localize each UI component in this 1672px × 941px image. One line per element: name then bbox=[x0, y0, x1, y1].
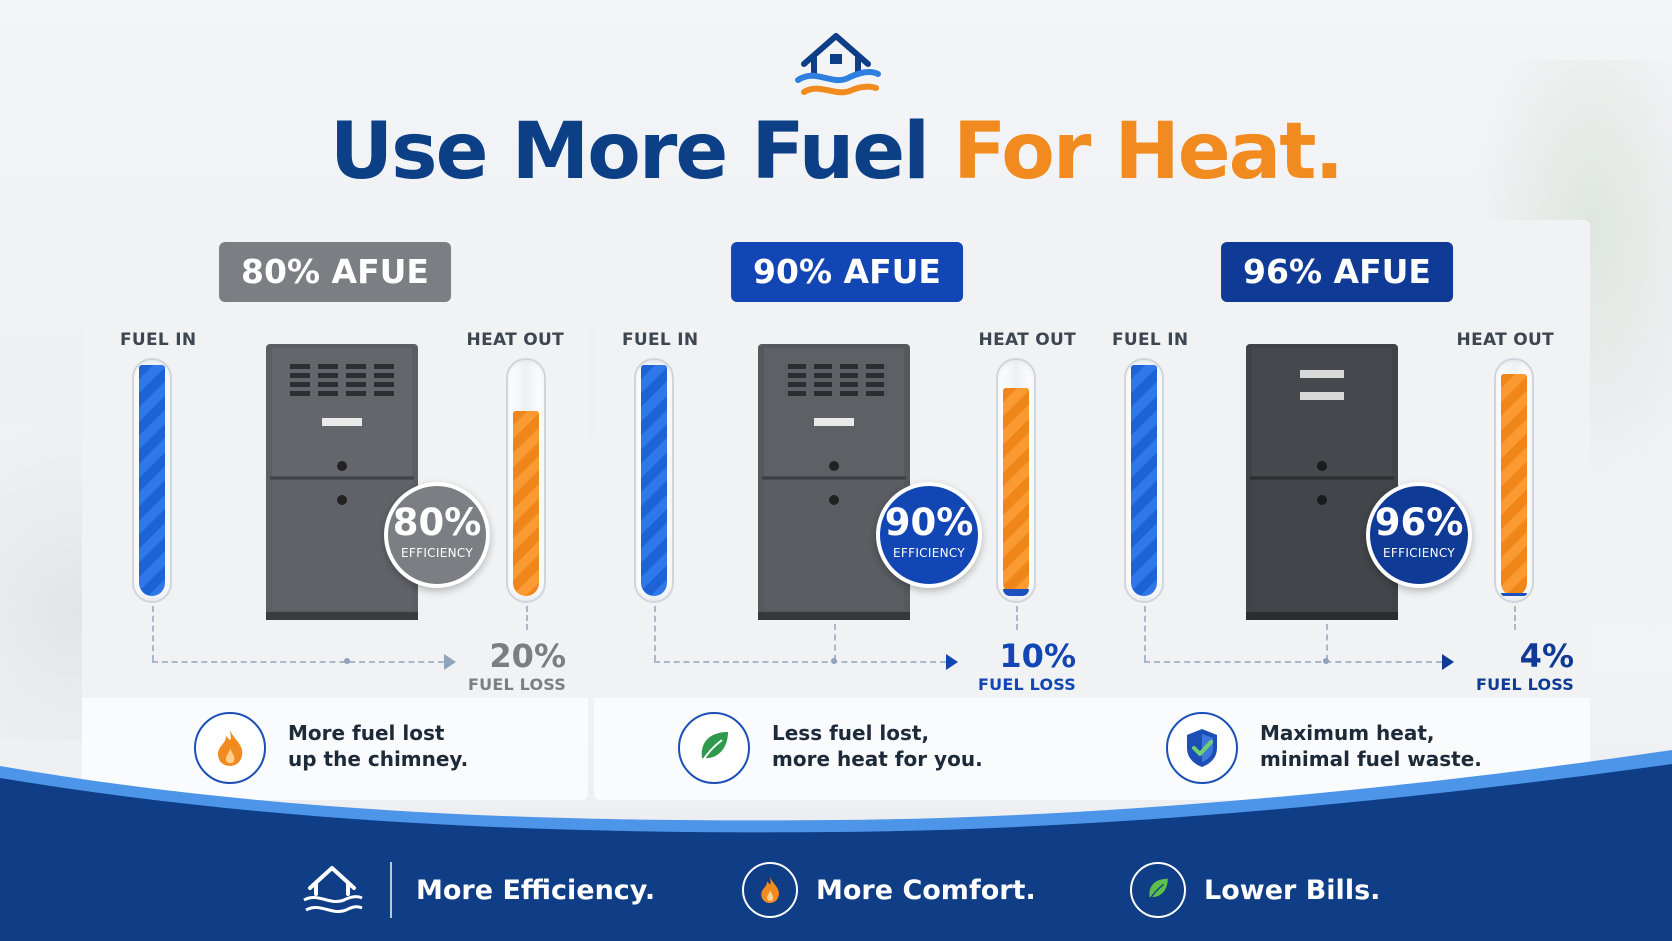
efficiency-badge: 90% EFFICIENCY bbox=[876, 482, 982, 588]
efficiency-badge: 96% EFFICIENCY bbox=[1366, 482, 1472, 588]
heat-loss-segment bbox=[1003, 589, 1029, 596]
heat-out-fill bbox=[1501, 374, 1527, 596]
title-part-orange: For Heat. bbox=[953, 107, 1344, 197]
heat-out-fill bbox=[513, 411, 539, 596]
arrow-right-icon bbox=[946, 654, 958, 670]
furnace-image bbox=[758, 344, 910, 620]
fuel-loss-value: 20% bbox=[489, 637, 566, 675]
efficiency-value: 90% bbox=[884, 501, 974, 544]
heat-out-label: HEAT OUT bbox=[978, 330, 1076, 350]
fuel-loss-value: 4% bbox=[1519, 637, 1574, 675]
afue-badge: 96% AFUE bbox=[1221, 242, 1453, 302]
arrow-right-icon bbox=[444, 654, 456, 670]
afue-badge: 90% AFUE bbox=[731, 242, 963, 302]
flame-icon bbox=[742, 862, 798, 918]
fuel-in-fill bbox=[641, 365, 667, 596]
page-title: Use More Fuel For Heat. bbox=[0, 104, 1672, 200]
footer-item-bills: Lower Bills. bbox=[1130, 850, 1380, 930]
footer-item-comfort: More Comfort. bbox=[742, 850, 1036, 930]
fuel-loss-value: 10% bbox=[999, 637, 1076, 675]
footer-divider bbox=[390, 862, 392, 918]
arrow-right-icon bbox=[1442, 654, 1454, 670]
panel-90-afue: 90% AFUE FUEL IN HEAT OUT 90% EFFICIENCY… bbox=[594, 220, 1100, 800]
heat-out-fill bbox=[1003, 388, 1029, 596]
footer-banner bbox=[0, 750, 1672, 941]
furnace-image bbox=[1246, 344, 1398, 620]
fuel-in-label: FUEL IN bbox=[120, 330, 197, 350]
leaf-icon bbox=[1130, 862, 1186, 918]
house-wave-icon bbox=[303, 866, 363, 913]
footer-text-efficiency: More Efficiency. bbox=[416, 874, 656, 906]
footer-row: More Efficiency. More Comfort. Lower Bil… bbox=[0, 850, 1672, 930]
footer-text-bills: Lower Bills. bbox=[1204, 874, 1381, 906]
fuel-in-tube bbox=[132, 358, 172, 603]
note-text: Less fuel lost, more heat for you. bbox=[772, 721, 983, 771]
efficiency-badge: 80% EFFICIENCY bbox=[384, 482, 490, 588]
loss-path bbox=[1144, 661, 1442, 663]
loss-path bbox=[152, 661, 444, 663]
house-wave-logo-icon bbox=[795, 33, 881, 96]
shield-check-icon bbox=[1166, 712, 1238, 784]
efficiency-value: 80% bbox=[392, 501, 482, 544]
heat-out-tube bbox=[1494, 358, 1534, 603]
panel-96-afue: 96% AFUE FUEL IN HEAT OUT 96% EFFICIENCY… bbox=[1084, 220, 1590, 800]
efficiency-label: EFFICIENCY bbox=[893, 546, 965, 560]
footer-text-comfort: More Comfort. bbox=[816, 874, 1036, 906]
footer-item-efficiency bbox=[298, 850, 366, 930]
efficiency-label: EFFICIENCY bbox=[1383, 546, 1455, 560]
note-text: More fuel lost up the chimney. bbox=[288, 721, 469, 771]
heat-out-label: HEAT OUT bbox=[466, 330, 564, 350]
efficiency-label: EFFICIENCY bbox=[401, 546, 473, 560]
flame-icon bbox=[194, 712, 266, 784]
fuel-in-tube bbox=[634, 358, 674, 603]
fuel-in-fill bbox=[1131, 365, 1157, 596]
loss-path bbox=[654, 661, 946, 663]
efficiency-value: 96% bbox=[1374, 501, 1464, 544]
fuel-in-label: FUEL IN bbox=[1112, 330, 1189, 350]
heat-out-tube bbox=[996, 358, 1036, 603]
title-part-blue: Use More Fuel bbox=[329, 107, 930, 197]
afue-badge: 80% AFUE bbox=[219, 242, 451, 302]
fuel-in-tube bbox=[1124, 358, 1164, 603]
fuel-loss-label: FUEL LOSS bbox=[1476, 675, 1574, 694]
fuel-in-fill bbox=[139, 365, 165, 596]
fuel-in-label: FUEL IN bbox=[622, 330, 699, 350]
heat-out-tube bbox=[506, 358, 546, 603]
leaf-icon bbox=[678, 712, 750, 784]
fuel-loss-label: FUEL LOSS bbox=[468, 675, 566, 694]
heat-out-label: HEAT OUT bbox=[1456, 330, 1554, 350]
fuel-loss-label: FUEL LOSS bbox=[978, 675, 1076, 694]
note-text: Maximum heat, minimal fuel waste. bbox=[1260, 721, 1482, 771]
panel-80-afue: 80% AFUE FUEL IN HEAT OUT 80% EFFICIENCY… bbox=[82, 220, 588, 800]
furnace-image bbox=[266, 344, 418, 620]
heat-loss-segment bbox=[1501, 593, 1527, 596]
